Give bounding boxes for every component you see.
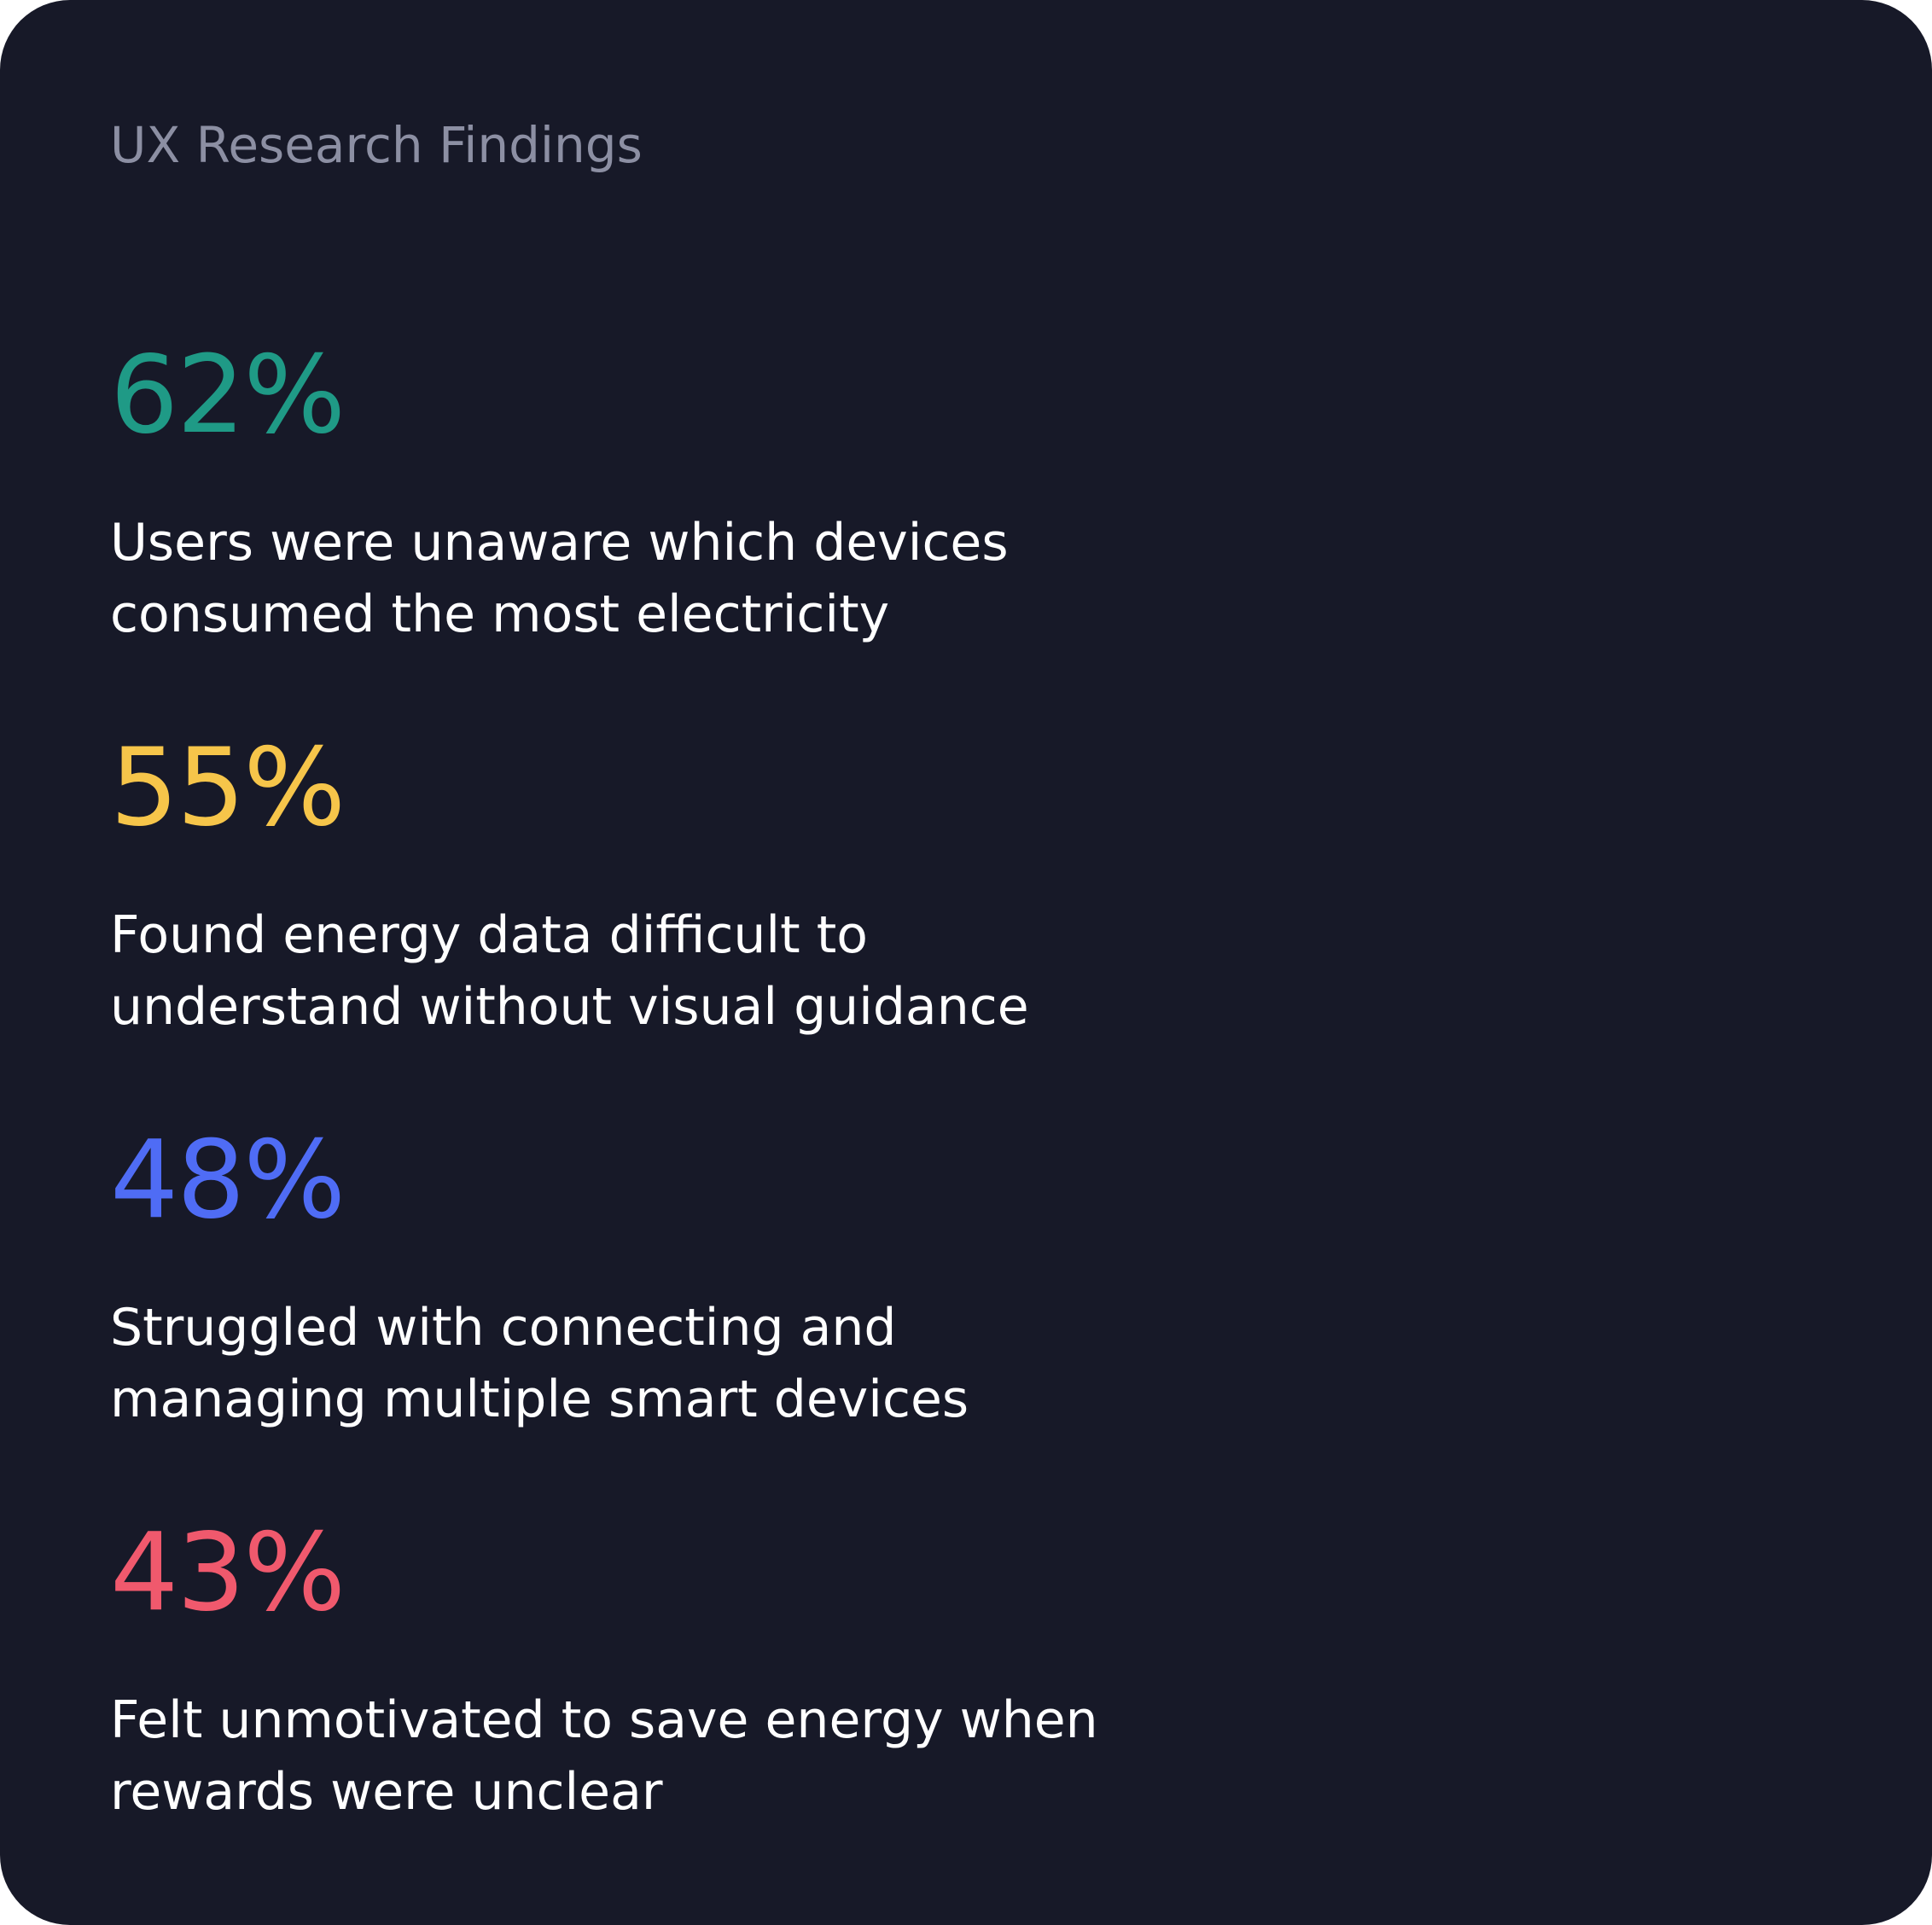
finding-description-line: Struggled with connecting and [110,1298,897,1358]
finding-description-line: Users were unaware which devices [110,513,1009,573]
finding-item: 43% Felt unmotivated to save energy when… [110,1509,1098,1828]
finding-description-line: managing multiple smart devices [110,1370,969,1429]
finding-description-line: rewards were unclear [110,1762,663,1822]
card-title: UX Research Findings [110,116,643,174]
finding-description: Struggled with connecting and managing mu… [110,1292,969,1435]
finding-description-line: Felt unmotivated to save energy when [110,1690,1098,1750]
finding-item: 48% Struggled with connecting and managin… [110,1116,969,1435]
finding-description-line: consumed the most electricity [110,584,890,644]
finding-description-line: Found energy data difficult to [110,905,868,965]
finding-item: 55% Found energy data difficult to unders… [110,724,1029,1043]
finding-description: Found energy data difficult to understand… [110,899,1029,1043]
finding-percentage: 55% [110,724,346,850]
finding-description: Users were unaware which devices consumed… [110,507,1009,650]
finding-percentage: 48% [110,1117,346,1242]
finding-description-line: understand without visual guidance [110,977,1029,1037]
finding-percentage: 43% [110,1509,346,1635]
finding-description: Felt unmotivated to save energy when rewa… [110,1684,1098,1828]
finding-item: 62% Users were unaware which devices cons… [110,331,1009,650]
finding-percentage: 62% [110,332,346,457]
